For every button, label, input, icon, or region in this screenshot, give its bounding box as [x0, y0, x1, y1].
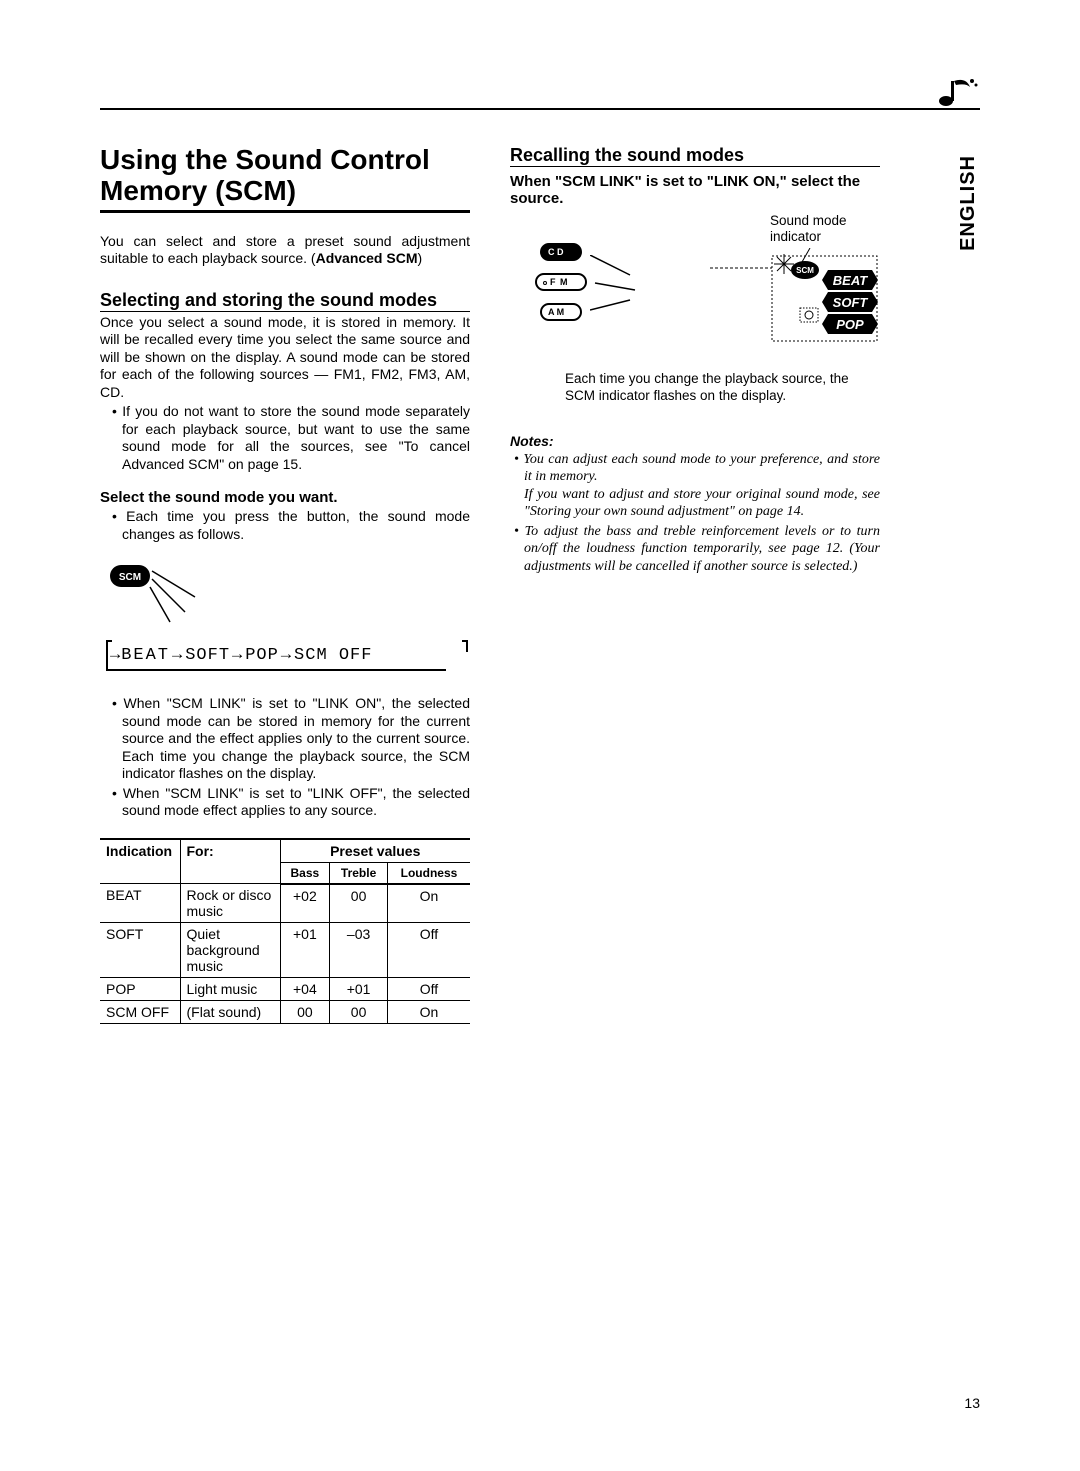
- recalling-bold: When "SCM LINK" is set to "LINK ON," sel…: [510, 173, 880, 207]
- cell-loud: Off: [387, 978, 470, 1001]
- selecting-para: Once you select a sound mode, it is stor…: [100, 314, 470, 402]
- main-title: Using the Sound Control Memory (SCM): [100, 145, 470, 213]
- th-treble: Treble: [330, 862, 388, 884]
- diagram-caption: Each time you change the playback source…: [565, 371, 880, 405]
- cell-treble: 00: [330, 1001, 388, 1024]
- table-row: SOFT Quiet background music +01 –03 Off: [100, 923, 470, 978]
- cell-bass: 00: [280, 1001, 330, 1024]
- cell-indication: POP: [100, 978, 180, 1001]
- mode-sequence: →BEAT→SOFT→POP→SCM OFF: [100, 640, 470, 671]
- preset-table: Indication For: Preset values Bass Trebl…: [100, 838, 470, 1025]
- fm-button-icon: F M: [535, 273, 587, 291]
- page: ENGLISH Using the Sound Control Memory (…: [0, 0, 1080, 1471]
- intro-text: You can select and store a preset sound …: [100, 233, 470, 268]
- th-preset: Preset values: [280, 839, 470, 863]
- right-diagram-block: Sound mode indicator C D F M A M: [510, 213, 880, 405]
- click-lines-icon: [590, 255, 660, 335]
- cell-treble: +01: [330, 978, 388, 1001]
- cell-for: (Flat sound): [180, 1001, 280, 1024]
- cd-button-icon: C D: [540, 243, 582, 261]
- intro-part2: ): [418, 250, 423, 266]
- seq-arrow-icon: →: [110, 646, 121, 665]
- cell-indication: BEAT: [100, 884, 180, 923]
- cell-for: Quiet background music: [180, 923, 280, 978]
- svg-text:SOFT: SOFT: [833, 295, 869, 310]
- note-2: To adjust the bass and treble reinforcem…: [510, 523, 880, 576]
- scm-badge-text: SCM: [119, 572, 141, 583]
- fm-label: F M: [550, 277, 569, 287]
- cell-bass: +01: [280, 923, 330, 978]
- select-mode-heading: Select the sound mode you want.: [100, 489, 470, 506]
- table-row: BEAT Rock or disco music +02 00 On: [100, 884, 470, 923]
- sound-mode-indicator-label: Sound mode indicator: [770, 213, 880, 245]
- table-row: POP Light music +04 +01 Off: [100, 978, 470, 1001]
- recalling-title: Recalling the sound modes: [510, 145, 880, 167]
- cell-indication: SCM OFF: [100, 1001, 180, 1024]
- table-row: SCM OFF (Flat sound) 00 00 On: [100, 1001, 470, 1024]
- svg-text:BEAT: BEAT: [833, 273, 868, 288]
- th-loudness: Loudness: [387, 862, 470, 884]
- note-1a: You can adjust each sound mode to your p…: [523, 452, 880, 485]
- selecting-bullet-2: Each time you press the button, the soun…: [100, 508, 470, 543]
- notes-heading: Notes:: [510, 433, 880, 449]
- page-number: 13: [964, 1395, 980, 1411]
- note-1b: If you want to adjust and store your ori…: [524, 486, 880, 521]
- intro-bold: Advanced SCM: [316, 250, 418, 266]
- selecting-bullet-4: When "SCM LINK" is set to "LINK OFF", th…: [100, 785, 470, 820]
- am-button-icon: A M: [540, 303, 582, 321]
- selecting-bullet-3: When "SCM LINK" is set to "LINK ON", the…: [100, 695, 470, 783]
- content-columns: Using the Sound Control Memory (SCM) You…: [100, 145, 980, 1024]
- indicator-panel-icon: SCM BEAT SOFT: [710, 248, 880, 348]
- cell-loud: On: [387, 884, 470, 923]
- cell-loud: On: [387, 1001, 470, 1024]
- selecting-bullet-1: If you do not want to store the sound mo…: [100, 403, 470, 473]
- svg-text:SCM: SCM: [796, 266, 814, 275]
- language-tab: ENGLISH: [957, 155, 980, 251]
- top-rule: [100, 108, 980, 110]
- cell-bass: +04: [280, 978, 330, 1001]
- th-bass: Bass: [280, 862, 330, 884]
- svg-text:POP: POP: [836, 317, 864, 332]
- left-column: Using the Sound Control Memory (SCM) You…: [100, 145, 470, 1024]
- cell-indication: SOFT: [100, 923, 180, 978]
- cell-bass: +02: [280, 884, 330, 923]
- cell-for: Rock or disco music: [180, 884, 280, 923]
- th-indication: Indication: [100, 839, 180, 884]
- right-column: Recalling the sound modes When "SCM LINK…: [510, 145, 880, 1024]
- cell-treble: 00: [330, 884, 388, 923]
- note-1: You can adjust each sound mode to your p…: [510, 451, 880, 521]
- cell-loud: Off: [387, 923, 470, 978]
- cell-treble: –03: [330, 923, 388, 978]
- cell-for: Light music: [180, 978, 280, 1001]
- source-diagram: Sound mode indicator C D F M A M: [510, 213, 880, 363]
- th-for: For:: [180, 839, 280, 884]
- scm-button-diagram: SCM: [100, 557, 470, 632]
- selecting-title: Selecting and storing the sound modes: [100, 290, 470, 312]
